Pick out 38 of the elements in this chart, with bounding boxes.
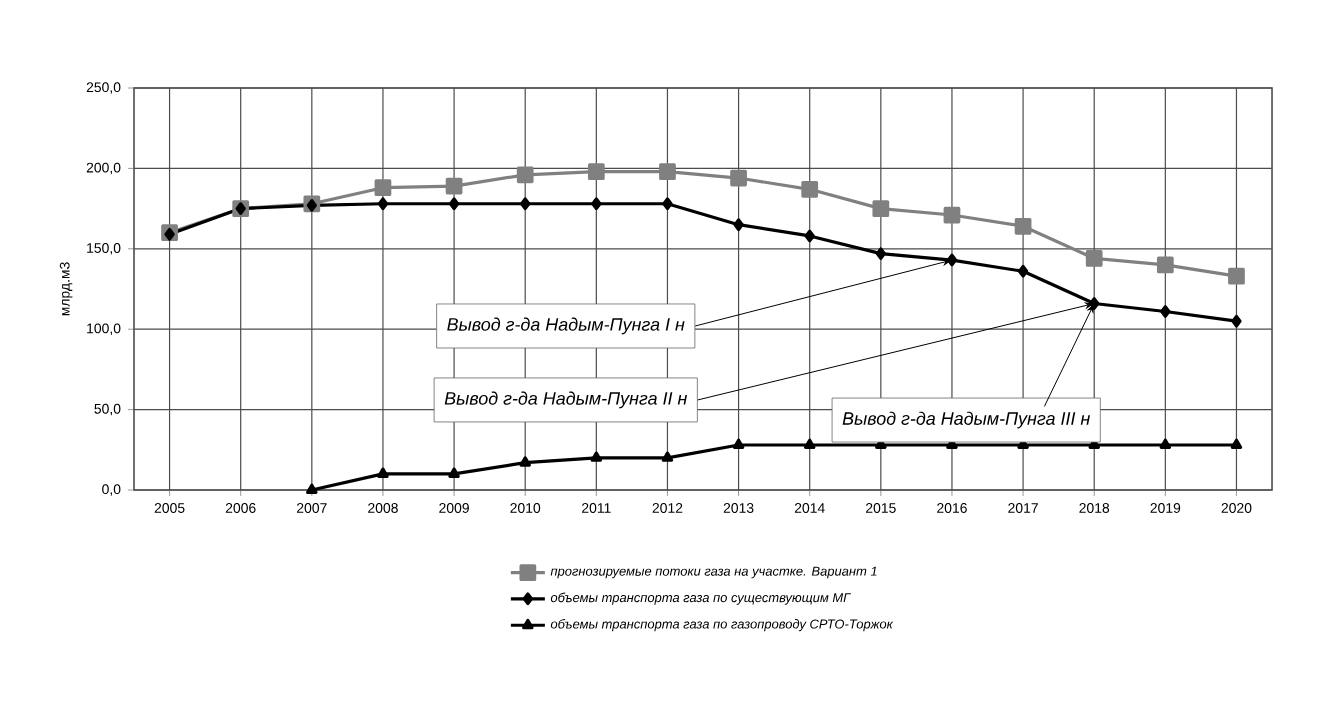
annotation: Вывод г-да Надым-Пунга III н [842,411,1090,429]
point [1156,256,1174,274]
point [1228,267,1245,285]
point [590,451,603,462]
point [1230,438,1243,449]
point [732,438,745,449]
point [448,197,460,211]
point [661,451,674,462]
point [520,197,531,211]
point [659,163,676,180]
point [801,180,819,198]
point [519,456,531,467]
point [516,166,534,184]
point [445,177,463,195]
annotation: Вывод г-да Надым-Пунга I н [447,317,685,335]
point [662,197,673,211]
annotation: Вывод г-да Надым-Пунга II н [444,391,688,409]
point [591,197,602,211]
point [1159,438,1172,449]
point [875,247,887,261]
point [377,197,389,211]
point [1014,217,1032,235]
point [803,438,816,449]
point [804,229,815,243]
point [946,253,958,267]
point [730,169,747,187]
point [448,467,460,478]
point [943,206,961,224]
point [872,200,890,217]
point [374,179,392,197]
point [1231,314,1242,328]
point [587,163,605,180]
point [1160,305,1171,318]
point [306,483,318,494]
point [733,218,744,232]
point [377,467,389,478]
point [1085,250,1103,267]
point [1017,264,1029,278]
